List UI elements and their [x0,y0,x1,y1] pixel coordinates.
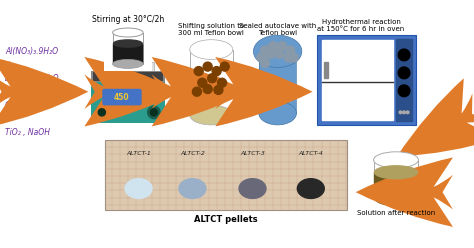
Ellipse shape [113,60,143,68]
Circle shape [403,111,405,114]
Circle shape [261,46,270,55]
Text: ALTCT-2: ALTCT-2 [180,151,205,156]
Text: Sealed autoclave with
Teflon bowl: Sealed autoclave with Teflon bowl [239,23,316,36]
Ellipse shape [239,179,266,198]
Circle shape [214,85,223,94]
Text: Stirring at 30°C/2h: Stirring at 30°C/2h [91,15,164,25]
Circle shape [220,62,229,71]
Ellipse shape [113,40,142,47]
Ellipse shape [259,102,296,125]
Circle shape [289,53,298,62]
Circle shape [203,62,212,71]
Bar [324,62,328,78]
Text: +: + [5,87,11,96]
Ellipse shape [254,35,302,67]
FancyBboxPatch shape [103,90,141,105]
Bar [374,172,418,198]
Circle shape [275,50,284,59]
Circle shape [286,46,295,55]
Ellipse shape [113,28,143,37]
Text: Hydrothermal reaction
at 150°C for 6 hr in oven: Hydrothermal reaction at 150°C for 6 hr … [318,19,405,32]
Circle shape [261,59,270,67]
Text: La(NO₃)₃.6H₂O: La(NO₃)₃.6H₂O [5,74,60,83]
Circle shape [150,109,157,116]
Bar [321,40,393,121]
Bar [113,32,143,64]
Bar [317,35,416,125]
Ellipse shape [374,166,418,179]
Circle shape [203,85,212,93]
Text: Solution after reaction: Solution after reaction [357,210,435,216]
Text: ALTCT pellets: ALTCT pellets [194,215,257,224]
Circle shape [192,87,201,96]
Bar [102,62,154,73]
Text: Cu(NO₃)₂: Cu(NO₃)₂ [5,101,39,110]
Ellipse shape [374,152,419,168]
Circle shape [399,111,402,114]
Circle shape [208,74,217,83]
Ellipse shape [190,40,233,60]
Text: ALTCT-1: ALTCT-1 [126,151,151,156]
Text: 450: 450 [114,93,130,102]
Bar [104,62,152,71]
Bar [190,50,233,115]
Circle shape [147,106,160,119]
Bar [113,43,142,63]
Ellipse shape [179,179,206,198]
Circle shape [98,109,105,116]
Bar [396,39,412,121]
Circle shape [96,106,108,119]
Bar [374,160,419,198]
Bar [91,71,164,123]
Ellipse shape [374,189,418,206]
Ellipse shape [297,179,324,198]
Circle shape [284,53,293,62]
Bar [259,51,296,113]
Text: Al(NO₃)₃.9H₂O: Al(NO₃)₃.9H₂O [5,47,58,56]
FancyBboxPatch shape [105,140,346,210]
Circle shape [257,53,266,62]
Text: +: + [5,60,11,69]
Bar [91,71,164,82]
Circle shape [406,111,409,114]
Circle shape [398,67,410,79]
Text: +: + [5,114,11,123]
Text: ALTCT-4: ALTCT-4 [298,151,323,156]
Circle shape [218,78,227,87]
Circle shape [194,67,203,76]
Circle shape [278,41,287,50]
Text: ALTCT-3: ALTCT-3 [240,151,265,156]
Bar [93,72,163,81]
Circle shape [212,67,221,76]
Circle shape [269,41,278,50]
Ellipse shape [125,179,152,198]
Text: Shifting solution to
300 ml Teflon bowl: Shifting solution to 300 ml Teflon bowl [178,23,245,36]
Circle shape [198,78,207,87]
Ellipse shape [190,105,233,125]
Circle shape [266,50,275,59]
Circle shape [398,49,410,61]
Circle shape [398,85,410,97]
Text: TiO₂ , NaOH: TiO₂ , NaOH [5,127,50,137]
